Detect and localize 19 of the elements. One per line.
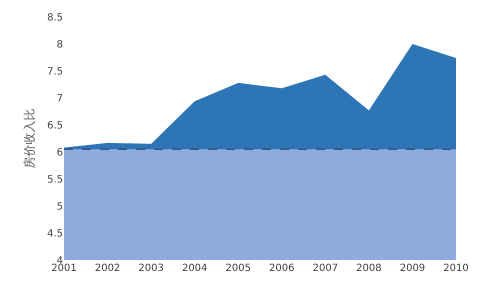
x-tick-label: 2007	[312, 263, 338, 274]
y-tick-label: 4.5	[47, 228, 63, 240]
y-tick-label: 5	[56, 202, 63, 212]
x-tick-label: 2005	[225, 263, 251, 274]
x-tick-label: 2008	[356, 263, 382, 274]
y-tick-label: 6	[56, 148, 63, 158]
x-tick-label: 2002	[94, 263, 120, 274]
y-tick-label: 6.5	[47, 120, 63, 132]
y-tick-label: 7	[56, 94, 63, 104]
y-axis-title: 房价收入比	[22, 108, 36, 168]
y-tick-label: 7.5	[47, 66, 63, 78]
x-tick-label: 2006	[269, 263, 295, 274]
x-tick-label: 2010	[443, 263, 469, 274]
x-tick-label: 2004	[182, 263, 208, 274]
x-tick-label: 2003	[138, 263, 164, 274]
x-tick-label: 2009	[400, 263, 426, 274]
y-tick-label: 8.5	[47, 12, 63, 24]
y-tick-label: 5.5	[47, 174, 63, 186]
y-tick-label: 8	[56, 40, 63, 50]
